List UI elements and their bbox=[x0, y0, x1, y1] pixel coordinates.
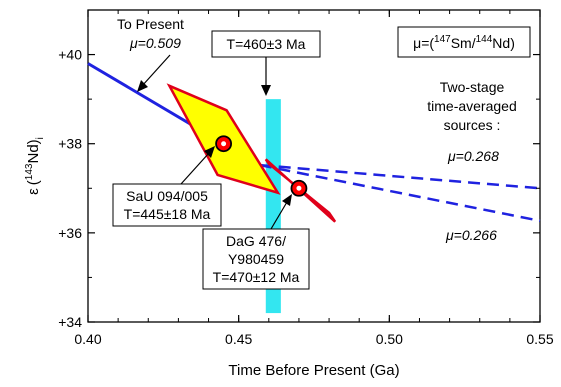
y-axis-epsilon: ε bbox=[25, 188, 42, 195]
dashed-line-lower bbox=[259, 163, 541, 223]
x-tick-label-2: 0.50 bbox=[376, 331, 403, 347]
t-band-arrowhead bbox=[261, 85, 271, 96]
dashed-line-upper bbox=[259, 163, 541, 190]
dag-name-label-2: Y980459 bbox=[228, 251, 284, 267]
dag-arrowhead bbox=[282, 194, 292, 206]
y-axis-main: Nd) bbox=[25, 139, 42, 163]
x-tick-label-1: 0.45 bbox=[225, 331, 252, 347]
y-tick-label-0: +34 bbox=[58, 314, 82, 330]
mu-definition-label: μ=(147Sm/144Nd) bbox=[413, 34, 515, 51]
to-present-label: To Present bbox=[117, 16, 184, 32]
two-stage-line-3: sources : bbox=[444, 117, 501, 133]
y-axis-sup: 143 bbox=[24, 163, 35, 180]
mu-def-sup2: 144 bbox=[476, 34, 493, 45]
mu-def-sup1: 147 bbox=[434, 34, 451, 45]
sau-label-box bbox=[112, 183, 222, 227]
t-band-box bbox=[211, 30, 321, 58]
dag-age-label: T=470±12 Ma bbox=[213, 269, 300, 285]
mu-upper-label: μ=0.268 bbox=[447, 148, 499, 164]
mu-lower-label: μ=0.266 bbox=[445, 227, 497, 243]
two-stage-line-1: Two-stage bbox=[440, 79, 505, 95]
dag-label-box bbox=[202, 228, 310, 290]
data-points bbox=[215, 135, 308, 197]
data-point-2-center bbox=[296, 185, 302, 191]
sau-arrowhead bbox=[204, 146, 215, 158]
axis-ticks: 0.40 0.45 0.50 0.55 +34 +36 +38 +40 bbox=[58, 10, 554, 347]
to-present-arrowhead bbox=[137, 80, 148, 92]
two-stage-line-2: time-averaged bbox=[427, 98, 517, 114]
mu-def-mid: Sm/ bbox=[451, 35, 476, 51]
y-axis-label: ε (143Nd)i bbox=[24, 137, 46, 195]
sau-age-label: T=445±18 Ma bbox=[124, 206, 211, 222]
sau-arrow bbox=[180, 152, 210, 185]
y-tick-label-3: +40 bbox=[58, 47, 82, 63]
x-axis-label: Time Before Present (Ga) bbox=[228, 362, 399, 379]
dag-arrow bbox=[270, 201, 288, 230]
mu-def-pre: μ=( bbox=[413, 35, 434, 51]
y-tick-label-1: +36 bbox=[58, 225, 82, 241]
x-tick-label-0: 0.40 bbox=[74, 331, 101, 347]
dag-name-label-1: DaG 476/ bbox=[226, 233, 286, 249]
data-point-1-center bbox=[221, 141, 227, 147]
sau-name-label: SaU 094/005 bbox=[126, 188, 208, 204]
y-axis-open: ( bbox=[25, 180, 42, 185]
y-axis-sub: i bbox=[35, 137, 46, 139]
mu-def-post: Nd) bbox=[492, 35, 515, 51]
mu-definition-box bbox=[397, 26, 531, 58]
y-tick-label-2: +38 bbox=[58, 136, 82, 152]
x-tick-label-3: 0.55 bbox=[526, 331, 553, 347]
t-band-label: T=460±3 Ma bbox=[227, 36, 306, 52]
mu-present-label: μ=0.509 bbox=[129, 35, 181, 51]
to-present-arrow bbox=[141, 54, 171, 87]
plot-frame bbox=[87, 9, 541, 323]
